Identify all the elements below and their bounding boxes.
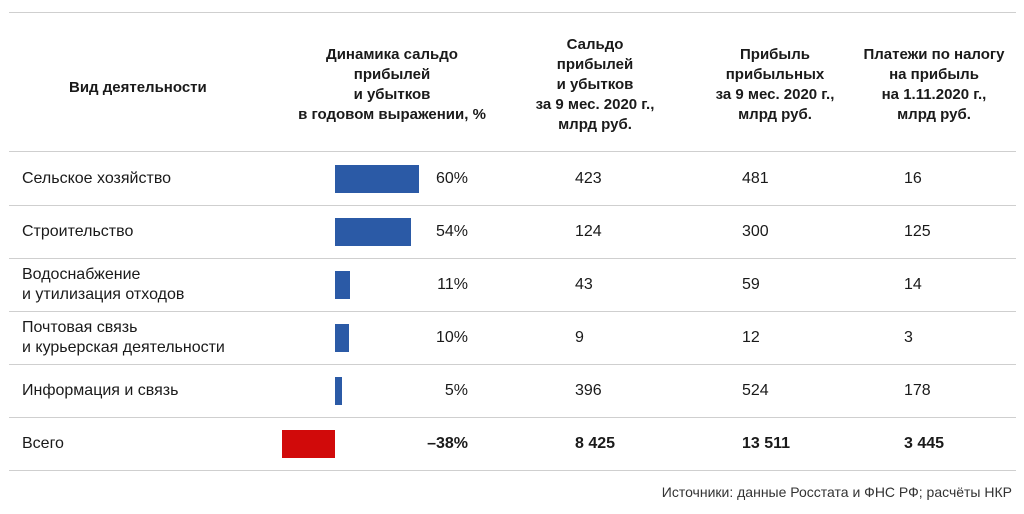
- tax-value: 3 445: [904, 434, 945, 452]
- row-divider: [9, 311, 1016, 312]
- dynamics-value: 5%: [444, 381, 468, 399]
- profit-value: 524: [742, 381, 769, 399]
- saldo-value: 396: [575, 381, 602, 399]
- tax-value: 16: [904, 169, 922, 187]
- saldo-value: 43: [575, 275, 593, 293]
- tax-value: 178: [904, 381, 931, 399]
- row-label: Строительство: [22, 222, 134, 240]
- row-label: Всего: [22, 434, 64, 452]
- profit-value: 481: [742, 169, 769, 187]
- row-divider: [9, 470, 1016, 471]
- positive-bar: [335, 323, 349, 352]
- row-divider: [9, 417, 1016, 418]
- saldo-value: 423: [575, 169, 602, 187]
- header-tax: Платежи по налогу на прибыль на 1.11.202…: [863, 46, 1005, 123]
- dynamics-value: –38%: [427, 434, 468, 452]
- header-profit: Прибыль прибыльных за 9 мес. 2020 г., мл…: [715, 46, 835, 123]
- positive-bar: [335, 270, 351, 299]
- positive-bar: [335, 164, 419, 193]
- row-label: Водоснабжение и утилизация отходов: [22, 265, 185, 303]
- header-activity: Вид деятельности: [69, 79, 207, 96]
- dynamics-value: 11%: [437, 275, 468, 293]
- positive-bar: [335, 217, 411, 246]
- row-divider: [9, 258, 1016, 259]
- row-divider: [9, 205, 1016, 206]
- profit-value: 12: [742, 328, 760, 346]
- saldo-value: 8 425: [575, 434, 616, 452]
- tax-value: 14: [904, 275, 922, 293]
- dynamics-value: 60%: [435, 169, 468, 187]
- row-label: Сельское хозяйство: [22, 169, 172, 187]
- saldo-value: 124: [575, 222, 602, 240]
- row-label: Почтовая связь и курьерская деятельности: [22, 318, 225, 356]
- header-divider: [9, 151, 1016, 152]
- top-divider: [9, 12, 1016, 13]
- row-label: Информация и связь: [22, 381, 179, 399]
- header-saldo: Сальдо прибылей и убытков за 9 мес. 2020…: [535, 36, 655, 133]
- row-divider: [9, 364, 1016, 365]
- tax-value: 3: [904, 328, 913, 346]
- source-note: Источники: данные Росстата и ФНС РФ; рас…: [661, 484, 1012, 500]
- saldo-value: 9: [575, 328, 584, 346]
- dynamics-value: 54%: [435, 222, 468, 240]
- profit-value: 13 511: [742, 434, 791, 452]
- profit-value: 300: [742, 222, 769, 240]
- dynamics-value: 10%: [435, 328, 468, 346]
- profit-value: 59: [742, 275, 760, 293]
- positive-bar: [335, 376, 342, 405]
- header-dynamics: Динамика сальдо прибылей и убытков в год…: [298, 46, 486, 123]
- negative-bar: [281, 429, 335, 458]
- tax-value: 125: [904, 222, 931, 240]
